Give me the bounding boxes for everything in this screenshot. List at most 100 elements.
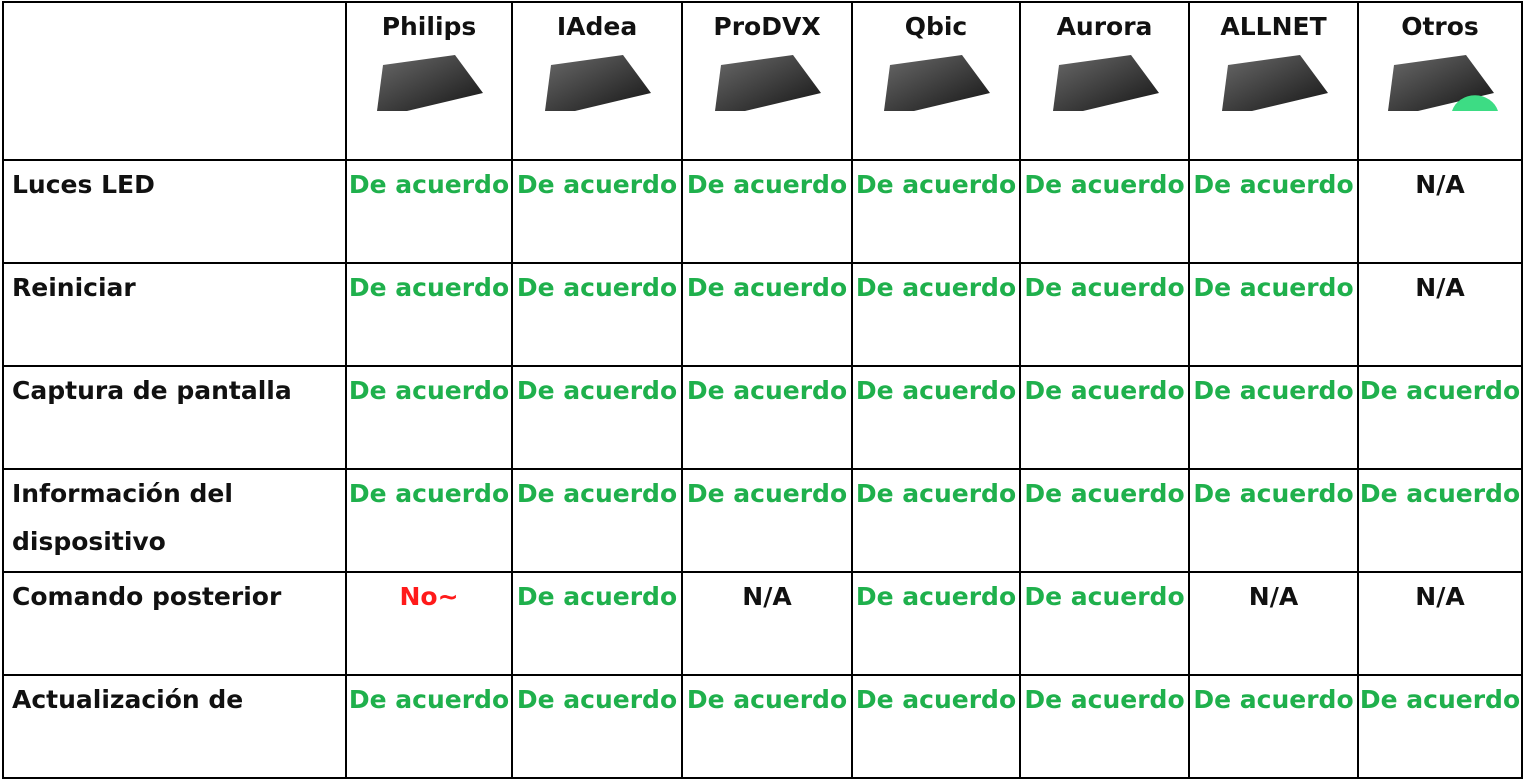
status-cell: De acuerdo [345,674,513,779]
status-text: De acuerdo [686,479,848,508]
column-header: ALLNET [1188,1,1359,161]
status-cell: De acuerdo [681,468,853,573]
brand-name: ProDVX [713,12,821,41]
status-text: De acuerdo [1193,273,1354,302]
status-text: N/A [1415,582,1465,611]
status-text: De acuerdo [1359,376,1521,405]
status-cell: De acuerdo [851,365,1021,470]
status-text: De acuerdo [855,685,1017,714]
tablet-shape [377,55,483,111]
table-row: Información del dispositivo De acuerdo De … [2,468,1523,573]
status-text: De acuerdo [686,376,848,405]
tablet-shape [1052,55,1159,111]
status-cell: De acuerdo [1188,262,1359,367]
status-text: N/A [1248,582,1299,611]
status-text: De acuerdo [516,376,678,405]
status-text: De acuerdo [1359,685,1521,714]
status-text: No~ [399,582,459,611]
status-text: De acuerdo [516,479,678,508]
tablet-shape [884,55,990,111]
table-row: Captura de pantalla De acuerdo De acuerdo D… [2,365,1523,470]
status-text: De acuerdo [686,273,848,302]
status-cell: De acuerdo [511,262,683,367]
status-cell: De acuerdo [511,365,683,470]
row-label: Reiniciar [12,273,136,302]
status-text: De acuerdo [1193,170,1354,199]
corner-cell [2,1,347,161]
status-text: De acuerdo [516,170,678,199]
status-cell: De acuerdo [1188,159,1359,264]
status-text: De acuerdo [855,479,1017,508]
status-cell: De acuerdo [1357,468,1523,573]
tablet-shape [545,55,651,111]
brand-name: Aurora [1056,12,1153,41]
status-cell: De acuerdo [511,468,683,573]
status-text: De acuerdo [1024,170,1185,199]
column-header: ProDVX [681,1,853,161]
status-cell: De acuerdo [1019,468,1190,573]
status-cell: De acuerdo [681,365,853,470]
brand-name: Qbic [904,12,968,41]
status-cell: De acuerdo [1357,365,1523,470]
status-text: De acuerdo [1024,479,1185,508]
status-cell: N/A [1188,571,1359,676]
status-cell: De acuerdo [1019,674,1190,779]
column-header: Philips [345,1,513,161]
status-text: De acuerdo [348,170,510,199]
row-label-cell: Luces LED [2,159,347,264]
row-label-cell: Actualización de [2,674,347,779]
status-cell: De acuerdo [1188,365,1359,470]
header-row: Philips IAdea ProDVX Qbic Aurora ALLNET Otros [2,1,1523,161]
status-text: De acuerdo [516,685,678,714]
row-label: Actualización de [12,685,244,714]
status-cell: De acuerdo [345,468,513,573]
status-text: De acuerdo [686,170,848,199]
column-header: IAdea [511,1,683,161]
status-cell: De acuerdo [681,262,853,367]
row-label: Comando posterior [12,582,282,611]
brand-name: Otros [1401,12,1479,41]
status-text: De acuerdo [348,273,510,302]
status-text: De acuerdo [1024,582,1185,611]
status-cell: N/A [681,571,853,676]
status-text: De acuerdo [1024,685,1185,714]
status-cell: De acuerdo [1357,674,1523,779]
status-text: De acuerdo [855,582,1017,611]
row-label-cell: Comando posterior [2,571,347,676]
device-icon [884,55,990,111]
tablet-shape [715,55,821,111]
row-label-cell: Información del dispositivo [2,468,347,573]
status-text: De acuerdo [348,479,510,508]
status-text: N/A [742,582,792,611]
status-cell: De acuerdo [851,571,1021,676]
status-cell: De acuerdo [345,159,513,264]
status-text: De acuerdo [1024,273,1185,302]
device-icon [1388,55,1498,111]
device-icon [1221,55,1328,111]
row-label: Luces LED [12,170,155,199]
row-label-cell: Captura de pantalla [2,365,347,470]
status-cell: De acuerdo [851,468,1021,573]
row-label: Información del dispositivo [12,479,233,556]
brand-name: ALLNET [1220,12,1327,41]
status-cell: De acuerdo [851,159,1021,264]
status-text: N/A [1415,170,1465,199]
status-text: De acuerdo [686,685,848,714]
status-cell: De acuerdo [1188,674,1359,779]
status-text: De acuerdo [516,582,678,611]
status-cell: N/A [1357,262,1523,367]
status-cell: De acuerdo [1019,571,1190,676]
status-cell: No~ [345,571,513,676]
status-cell: De acuerdo [345,365,513,470]
status-cell: De acuerdo [1188,468,1359,573]
status-cell: De acuerdo [851,674,1021,779]
status-cell: De acuerdo [1019,365,1190,470]
device-icon [545,55,651,111]
brand-name: IAdea [556,12,638,41]
status-cell: De acuerdo [511,159,683,264]
status-cell: De acuerdo [1019,159,1190,264]
status-cell: De acuerdo [511,674,683,779]
status-text: De acuerdo [1359,479,1521,508]
